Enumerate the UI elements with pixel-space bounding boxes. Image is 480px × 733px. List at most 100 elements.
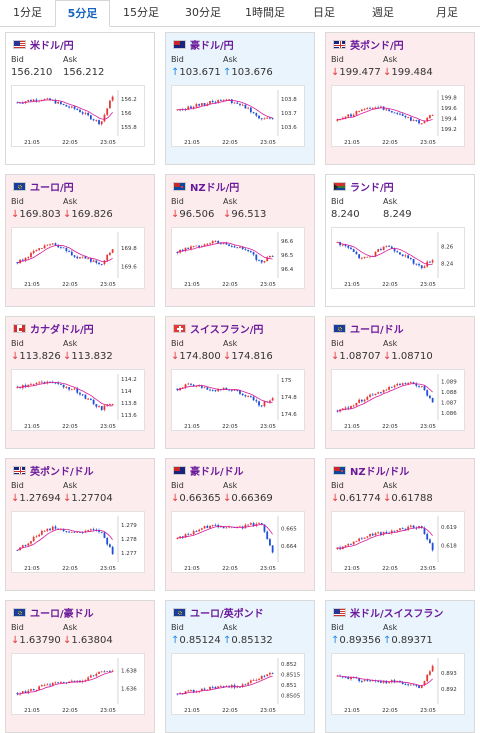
mini-chart[interactable]: 1.089 1.088 1.087 1.086 21:05 22:05 23:05: [331, 369, 465, 431]
bid-label: Bid: [11, 55, 24, 64]
candle-body: [390, 246, 393, 249]
pair-name[interactable]: ユーロ/円: [30, 182, 74, 194]
bid-label: Bid: [171, 55, 184, 64]
change-arrow-icon: ↓: [171, 209, 180, 220]
mini-chart[interactable]: 96.6 96.5 96.4 21:05 22:05 23:05: [171, 227, 305, 289]
pair-name[interactable]: 豪ドル/円: [190, 40, 234, 52]
rate-card[interactable]: 米ドル/円 Bid Ask 156.210 156.212 156.2 156 155.8 21…: [5, 32, 155, 165]
pair-name[interactable]: ランド/円: [350, 182, 394, 194]
rate-card[interactable]: ユーロ/英ポンド Bid Ask ↑0.85124 ↑0.85132 0.852 0.851…: [165, 600, 315, 733]
pair-name[interactable]: ユーロ/英ポンド: [190, 608, 264, 620]
tab-6[interactable]: 週足: [372, 6, 394, 19]
rate-card[interactable]: 英ポンド/円 Bid Ask ↓199.477 ↓199.484 199.8 199.6 19…: [325, 32, 475, 165]
candle-body: [431, 666, 434, 672]
x-tick-label: 22:05: [382, 282, 398, 288]
mini-chart[interactable]: 199.8 199.6 199.4 199.2 21:05 22:05 23:05: [331, 85, 465, 147]
rate-card[interactable]: ユーロ/豪ドル Bid Ask ↓1.63790 ↓1.63804 1.638 1.636 2…: [5, 600, 155, 733]
candle-body: [181, 536, 184, 538]
rate-card[interactable]: ランド/円 Bid Ask 8.240 8.249 8.26 8.24 21:05 22:05 2…: [325, 174, 475, 307]
ask-value: 156.212: [63, 67, 105, 78]
mini-chart[interactable]: 169.8 169.6 21:05 22:05 23:05: [11, 227, 145, 289]
candle-body: [200, 688, 203, 692]
ask-label: Ask: [383, 55, 398, 64]
candle-body: [24, 691, 27, 694]
mini-chart[interactable]: 0.619 0.618 21:05 22:05 23:05: [331, 511, 465, 573]
y-tick-label: 199.6: [441, 106, 457, 112]
mini-chart[interactable]: 114.2 114 113.8 113.6 21:05 22:05 23:05: [11, 369, 145, 431]
rate-card[interactable]: 豪ドル/円 Bid Ask ↑103.671 ↑103.676 103.8 103.7 103…: [165, 32, 315, 165]
mini-chart[interactable]: 0.665 0.664 21:05 22:05 23:05: [171, 511, 305, 573]
candle-body: [355, 111, 358, 115]
tab-2[interactable]: 15分足: [123, 6, 159, 19]
tab-1[interactable]: 5分足: [55, 0, 110, 27]
candle-body: [269, 117, 271, 119]
candle-body: [209, 243, 211, 245]
candle-body: [382, 531, 385, 535]
candle-body: [393, 385, 396, 388]
pair-name[interactable]: ユーロ/豪ドル: [30, 608, 94, 620]
rate-card[interactable]: NZドル/ドル Bid Ask ↓0.61774 ↓0.61788 0.619 0.618 2…: [325, 458, 475, 591]
candle-body: [423, 121, 426, 124]
candle-body: [263, 524, 266, 532]
pair-name[interactable]: 英ポンド/ドル: [30, 466, 94, 478]
candle-body: [393, 248, 396, 252]
pair-name[interactable]: NZドル/ドル: [350, 466, 410, 478]
candle-body: [43, 381, 46, 384]
mini-chart[interactable]: 1.638 1.636 21:05 22:05 23:05: [11, 653, 145, 715]
candle-body: [87, 258, 90, 260]
candle-body: [269, 256, 271, 258]
mini-chart[interactable]: 103.8 103.7 103.6 21:05 22:05 23:05: [171, 85, 305, 147]
pair-name[interactable]: 米ドル/円: [30, 40, 74, 52]
rate-card[interactable]: カナダドル/円 Bid Ask ↓113.826 ↓113.832 114.2 114 113…: [5, 316, 155, 449]
pair-name[interactable]: スイスフラン/円: [190, 324, 264, 336]
candle-body: [255, 679, 258, 681]
rate-card[interactable]: スイスフラン/円 Bid Ask ↓174.800 ↓174.816 175 174.8 17…: [165, 316, 315, 449]
pair-name[interactable]: 豪ドル/ドル: [190, 466, 244, 478]
x-tick-label: 21:05: [344, 566, 360, 572]
candle-body: [176, 693, 179, 695]
rate-card[interactable]: 英ポンド/ドル Bid Ask ↓1.27694 ↓1.27704 1.279 1.278 1…: [5, 458, 155, 591]
rate-card[interactable]: ユーロ/ドル Bid Ask ↓1.08707 ↓1.08710 1.089 1.088 1.…: [325, 316, 475, 449]
tab-4[interactable]: 1時間足: [245, 6, 285, 19]
tab-5[interactable]: 日足: [313, 6, 335, 19]
candle-body: [352, 405, 355, 407]
rate-card[interactable]: 米ドル/スイスフラン Bid Ask ↑0.89356 ↑0.89371 0.893 0.8…: [325, 600, 475, 733]
flag-eu-icon: [173, 607, 186, 617]
flag-ca-icon: [13, 323, 26, 333]
candle-body: [60, 101, 62, 104]
rate-card[interactable]: 豪ドル/ドル Bid Ask ↓0.66365 ↓0.66369 0.665 0.664 21…: [165, 458, 315, 591]
pair-name[interactable]: 米ドル/スイスフラン: [350, 608, 444, 620]
candle-body: [352, 677, 355, 679]
mini-chart[interactable]: 156.2 156 155.8 21:05 22:05 23:05: [11, 85, 145, 147]
candle-body: [380, 392, 382, 394]
change-arrow-icon: ↓: [63, 635, 72, 646]
rate-card[interactable]: NZドル/円 Bid Ask ↓96.506 ↓96.513 96.6 96.5 96.4 21…: [165, 174, 315, 307]
change-arrow-icon: ↓: [383, 493, 392, 504]
x-tick-label: 21:05: [184, 140, 200, 146]
rate-card[interactable]: ユーロ/円 Bid Ask ↓169.803 ↓169.826 169.8 169.6 21:…: [5, 174, 155, 307]
candle-body: [106, 108, 109, 115]
ask-value: ↓0.66369: [223, 493, 273, 504]
pair-name[interactable]: カナダドル/円: [30, 324, 94, 336]
mini-chart[interactable]: 0.852 0.8515 0.851 0.8505 21:05 22:05 23:05: [171, 653, 305, 715]
candle-body: [30, 689, 32, 691]
flag-uk-icon: [333, 39, 346, 49]
pair-name[interactable]: 英ポンド/円: [350, 40, 404, 52]
candle-body: [87, 112, 90, 116]
tab-7[interactable]: 月足: [436, 6, 458, 19]
tab-3[interactable]: 30分足: [185, 6, 221, 19]
candle-body: [350, 405, 352, 409]
pair-name[interactable]: NZドル/円: [190, 182, 240, 194]
bid-value: ↓169.803: [11, 209, 61, 220]
tab-0[interactable]: 1分足: [13, 6, 42, 19]
candle-body: [198, 104, 201, 106]
price-values: ↓169.803 ↓169.826: [11, 208, 149, 222]
candle-body: [49, 684, 51, 686]
candle-body: [73, 106, 76, 109]
candle-body: [60, 383, 62, 385]
pair-name[interactable]: ユーロ/ドル: [350, 324, 404, 336]
mini-chart[interactable]: 0.893 0.892 21:05 22:05 23:05: [331, 653, 465, 715]
mini-chart[interactable]: 8.26 8.24 21:05 22:05 23:05: [331, 227, 465, 289]
mini-chart[interactable]: 1.279 1.278 1.277 21:05 22:05 23:05: [11, 511, 145, 573]
mini-chart[interactable]: 175 174.8 174.6 21:05 22:05 23:05: [171, 369, 305, 431]
